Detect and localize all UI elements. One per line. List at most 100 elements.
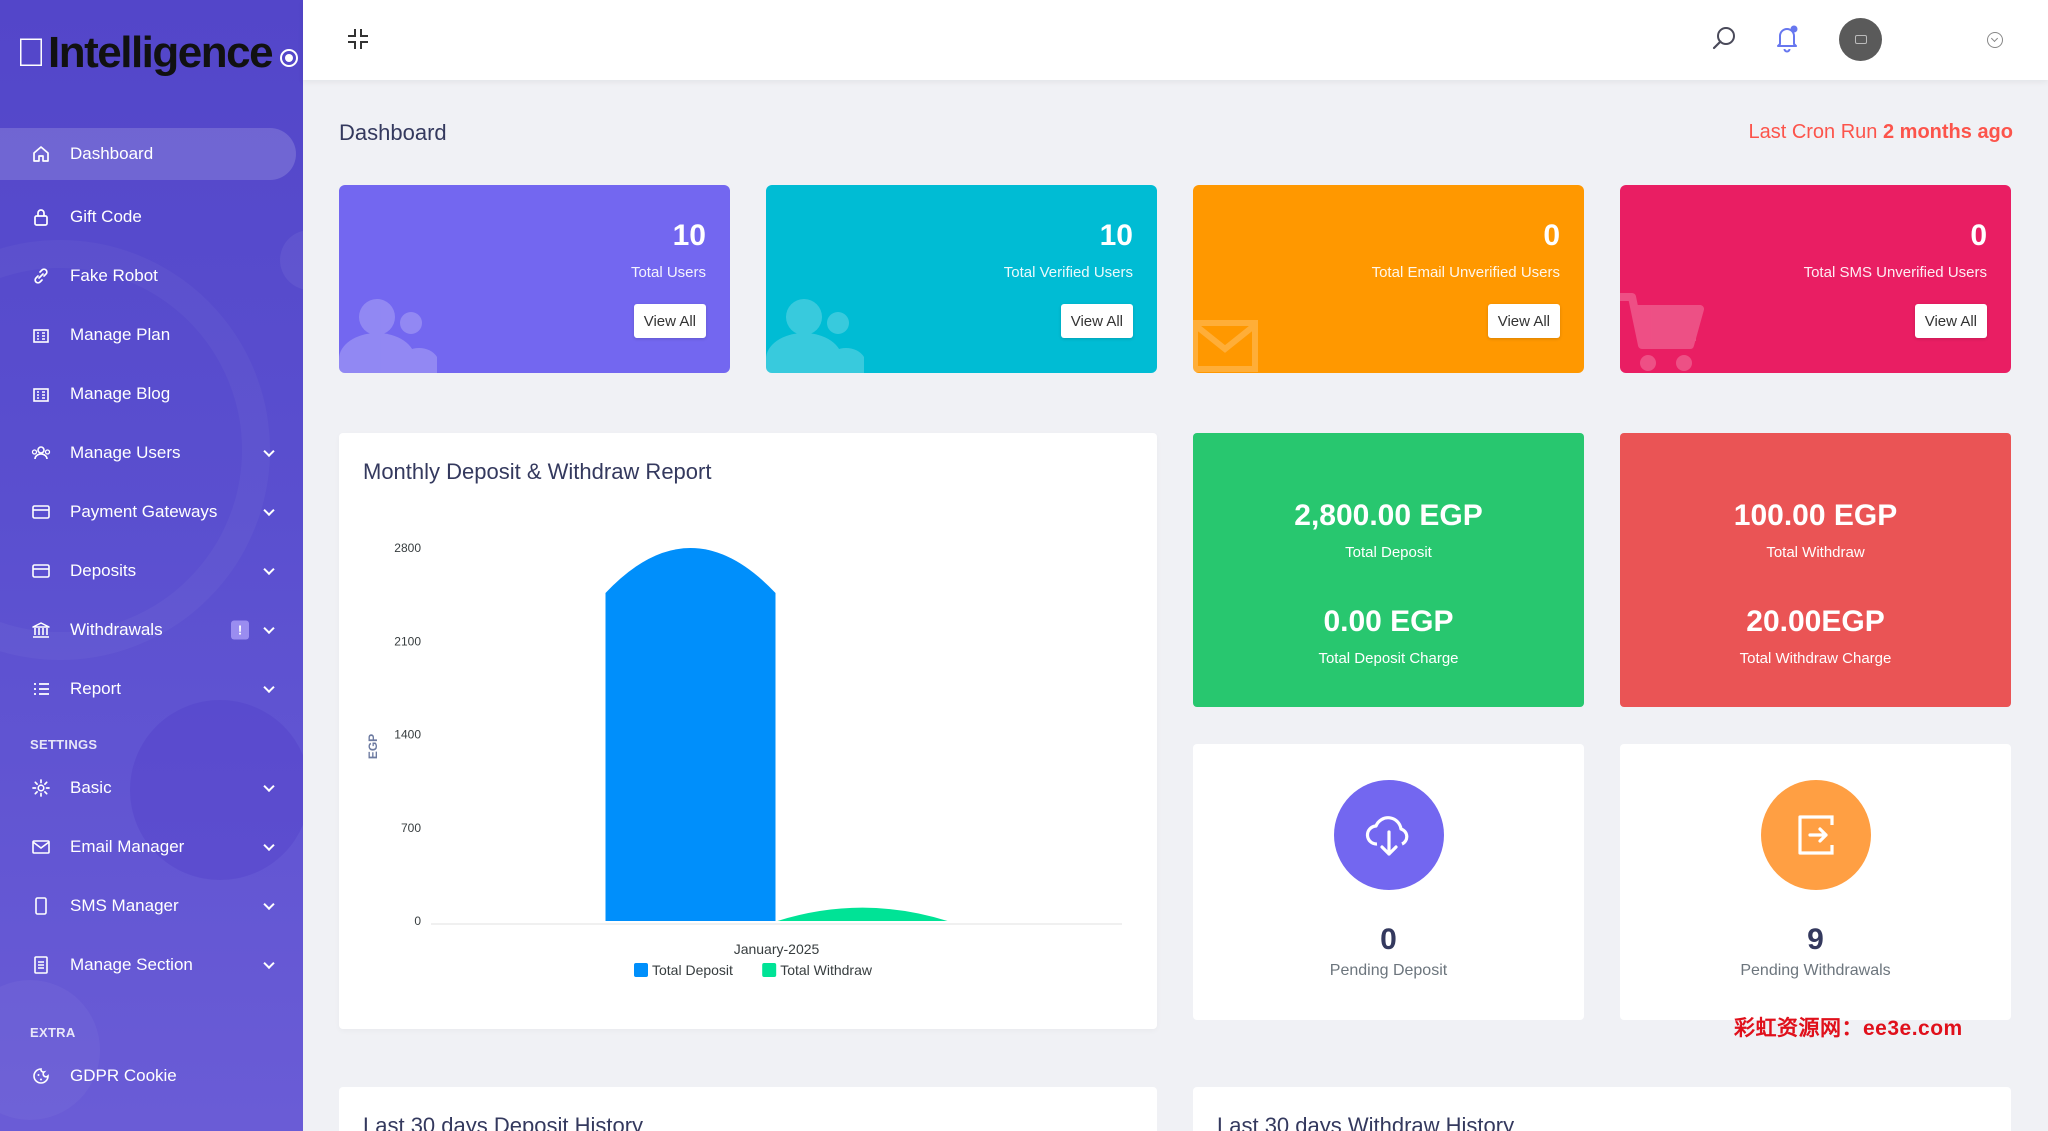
cron-value: 2 months ago <box>1882 121 2013 143</box>
bar-total-deposit <box>605 548 776 921</box>
settings-heading: SETTINGS <box>30 737 98 752</box>
file-icon <box>30 954 52 976</box>
bank-icon <box>30 619 52 641</box>
envelope-icon <box>30 836 52 858</box>
notification-bell-icon[interactable] <box>1773 23 1801 53</box>
sidebar-item-report[interactable]: Report <box>0 659 303 718</box>
view-all-email-unverified-button[interactable]: View All <box>1487 304 1560 338</box>
sidebar-item-sms-manager[interactable]: SMS Manager <box>0 876 303 935</box>
withdraw-history-card: Last 30 days Withdraw History <box>1193 1087 2011 1131</box>
stat-label: Total Email Unverified Users <box>1371 264 1560 281</box>
sidebar-item-label: Manage Section <box>70 954 193 974</box>
y-tick-label: 1400 <box>394 728 421 742</box>
link-icon <box>30 265 52 287</box>
x-tick-label: January-2025 <box>734 941 820 957</box>
sidebar-item-manage-plan[interactable]: Manage Plan <box>0 305 303 364</box>
gear-icon <box>30 777 52 799</box>
sidebar-item-manage-blog[interactable]: Manage Blog <box>0 364 303 423</box>
bar-total-withdraw <box>777 907 948 921</box>
credit-card-icon <box>30 560 52 582</box>
sidebar-item-withdrawals[interactable]: Withdrawals ! <box>0 600 303 659</box>
y-tick-label: 2100 <box>394 634 421 648</box>
legend-swatch <box>762 963 777 977</box>
stat-value: 10 <box>1099 219 1133 252</box>
chevron-down-icon <box>263 681 275 693</box>
sidebar-item-label: Manage Users <box>70 442 181 462</box>
sidebar-item-manage-section[interactable]: Manage Section <box>0 935 303 994</box>
list-icon <box>30 678 52 700</box>
sidebar-item-gift-code[interactable]: Gift Code <box>0 187 303 246</box>
sidebar-item-manage-users[interactable]: Manage Users <box>0 423 303 482</box>
building-icon <box>30 383 52 405</box>
home-icon <box>30 143 52 165</box>
users-icon <box>30 442 52 464</box>
sidebar-item-gdpr-cookie[interactable]: GDPR Cookie <box>0 1046 303 1105</box>
watermark: 彩虹资源网：ee3e.com <box>1734 1017 1963 1040</box>
sidebar-item-label: Manage Plan <box>70 324 171 344</box>
pending-deposit-value: 0 <box>1380 923 1397 956</box>
app-logo[interactable]:  Intelligence <box>16 26 299 80</box>
cron-prefix: Last Cron Run <box>1748 121 1878 143</box>
avatar-image-icon <box>1854 35 1867 44</box>
y-tick-label: 0 <box>414 914 421 928</box>
sidebar-item-label: Report <box>70 678 122 698</box>
collapse-sidebar-icon[interactable] <box>346 27 370 51</box>
apple-logo-icon:  <box>16 33 46 73</box>
legend-label: Total Withdraw <box>780 962 873 978</box>
sidebar-item-deposits[interactable]: Deposits <box>0 541 303 600</box>
sidebar-item-fake-robot[interactable]: Fake Robot <box>0 246 303 305</box>
logo-dot-icon <box>280 49 299 67</box>
sidebar-item-label: Basic <box>70 777 112 797</box>
sidebar-menu: Dashboard Gift Code Fake Robot Manage Pl… <box>0 128 303 1105</box>
envelope-bg-icon <box>1193 320 1258 372</box>
legend-label: Total Deposit <box>652 962 733 978</box>
user-avatar[interactable] <box>1839 18 1882 61</box>
stat-value: 0 <box>1543 219 1560 252</box>
deposit-history-card: Last 30 days Deposit History <box>339 1087 1157 1131</box>
pending-deposit-card[interactable]: 0 Pending Deposit <box>1193 744 1584 1020</box>
view-all-sms-unverified-button[interactable]: View All <box>1914 304 1987 338</box>
sidebar-item-label: Withdrawals <box>70 619 163 639</box>
pending-deposit-label: Pending Deposit <box>1329 962 1448 979</box>
chevron-down-icon <box>263 504 275 516</box>
sidebar-item-email-manager[interactable]: Email Manager <box>0 817 303 876</box>
pending-withdrawals-value: 9 <box>1807 923 1824 956</box>
stat-card-email-unverified: 0 Total Email Unverified Users View All <box>1193 185 1584 373</box>
logo-text: Intelligence <box>18 28 274 77</box>
view-all-verified-button[interactable]: View All <box>1060 304 1133 338</box>
stat-label: Total Verified Users <box>1003 264 1133 281</box>
sidebar-item-label: Deposits <box>70 560 137 580</box>
total-deposit-value: 2,800.00 EGP <box>1294 499 1483 532</box>
sidebar-item-basic[interactable]: Basic <box>0 758 303 817</box>
withdraw-charge-label: Total Withdraw Charge <box>1739 650 1892 667</box>
sidebar-item-label: Dashboard <box>70 144 154 163</box>
top-navbar <box>303 0 2048 80</box>
deposit-charge-value: 0.00 EGP <box>1323 605 1454 638</box>
sidebar-item-payment-gateways[interactable]: Payment Gateways <box>0 482 303 541</box>
lock-icon <box>30 206 52 228</box>
page-title: Dashboard <box>339 120 447 145</box>
withdraw-charge-value: 20.00EGP <box>1746 605 1885 638</box>
users-bg-icon <box>339 299 437 373</box>
users-bg-icon <box>766 299 864 373</box>
alert-badge: ! <box>231 620 249 639</box>
view-all-users-button[interactable]: View All <box>633 304 706 338</box>
chevron-down-icon <box>263 622 275 634</box>
y-tick-label: 2800 <box>394 541 421 555</box>
sidebar-item-label: SMS Manager <box>70 895 179 915</box>
total-withdraw-value: 100.00 EGP <box>1733 499 1898 532</box>
legend-swatch <box>634 963 648 977</box>
stat-card-total-users: 10 Total Users View All <box>339 185 730 373</box>
chevron-down-icon <box>263 445 275 457</box>
pending-withdrawals-card[interactable]: 9 Pending Withdrawals <box>1620 744 2011 1020</box>
cloud-download-icon <box>1334 780 1444 890</box>
search-icon[interactable] <box>1711 24 1739 52</box>
last-cron-run: Last Cron Run 2 months ago <box>1748 121 2013 144</box>
extra-heading: EXTRA <box>30 1025 76 1040</box>
deposit-withdraw-chart-card: Monthly Deposit & Withdraw Report 0 700 14… <box>339 433 1157 1029</box>
stat-card-sms-unverified: 0 Total SMS Unverified Users View All <box>1620 185 2011 373</box>
chart-title: Monthly Deposit & Withdraw Report <box>363 459 712 484</box>
user-dropdown-chevron-icon[interactable] <box>1987 32 2003 48</box>
stat-label: Total Users <box>630 264 706 281</box>
sidebar-item-dashboard[interactable]: Dashboard <box>0 128 296 180</box>
